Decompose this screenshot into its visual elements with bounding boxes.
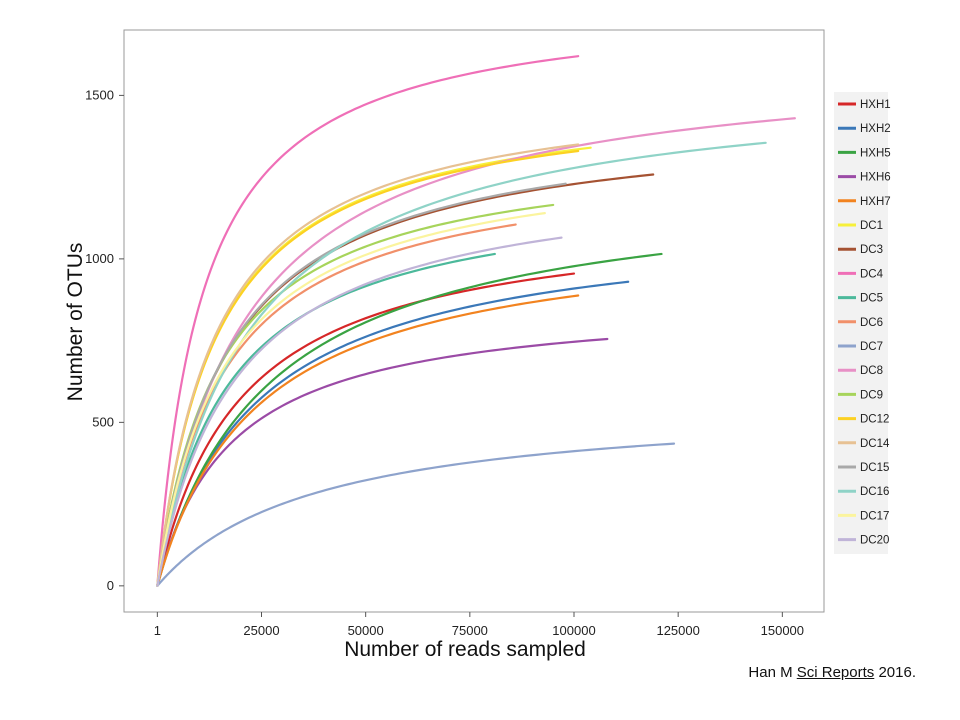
series-line-dc7 (156, 442, 676, 587)
y-tick-label: 500 (92, 414, 114, 429)
legend-label-dc4: DC4 (860, 268, 884, 280)
legend-label-dc8: DC8 (860, 365, 883, 377)
series-line-dc16 (156, 141, 767, 587)
x-axis: 1 25000 50000 75000 100000 125000 150000 (154, 612, 804, 638)
citation-year: 2016. (878, 664, 916, 681)
citation-journal: Sci Reports (796, 664, 875, 681)
x-tick-label: 150000 (761, 623, 804, 638)
y-tick-label: 0 (107, 578, 114, 593)
series-line-dc17 (156, 212, 546, 587)
series-lines (156, 55, 796, 587)
x-tick-label: 25000 (243, 623, 279, 638)
y-axis-label: Number of OTUs (64, 243, 87, 402)
legend-label-dc3: DC3 (860, 244, 883, 256)
citation-author: Han M (748, 664, 793, 681)
x-tick-label: 50000 (348, 623, 384, 638)
x-tick-label: 100000 (552, 623, 595, 638)
legend-label-dc20: DC20 (860, 535, 889, 547)
y-tick-label: 1000 (85, 251, 114, 266)
legend-label-dc6: DC6 (860, 317, 883, 329)
legend-label-dc7: DC7 (860, 341, 883, 353)
legend-label-hxh6: HXH6 (860, 172, 891, 184)
legend-label-dc12: DC12 (860, 414, 889, 426)
x-axis-label: Number of reads sampled (344, 638, 586, 661)
legend-label-dc1: DC1 (860, 220, 883, 232)
legend-label-hxh5: HXH5 (860, 147, 891, 159)
legend-label-hxh1: HXH1 (860, 99, 891, 111)
legend-label-dc16: DC16 (860, 486, 889, 498)
series-line-hxh7 (156, 294, 580, 587)
legend-label-dc5: DC5 (860, 293, 883, 305)
x-tick-label: 75000 (452, 623, 488, 638)
legend-label-hxh7: HXH7 (860, 196, 891, 208)
legend-label-dc14: DC14 (860, 438, 890, 450)
series-line-dc14 (156, 143, 580, 587)
legend: HXH1 HXH2 HXH5 HXH6 HXH7 DC1 DC3 DC4 DC5 DC6 DC7 DC… (834, 92, 891, 554)
citation: Han M Sci Reports 2016. (748, 664, 916, 681)
plot-frame (123, 29, 825, 613)
legend-label-dc17: DC17 (860, 510, 889, 522)
legend-label-hxh2: HXH2 (860, 123, 891, 135)
series-line-hxh1 (156, 272, 576, 587)
legend-label-dc15: DC15 (860, 462, 889, 474)
legend-label-dc9: DC9 (860, 389, 883, 401)
y-axis: 0 500 1000 1500 (85, 87, 124, 593)
series-line-dc4 (156, 55, 580, 587)
x-tick-label: 1 (154, 623, 161, 638)
series-line-dc20 (156, 236, 563, 587)
y-tick-label: 1500 (85, 87, 114, 102)
x-tick-label: 125000 (656, 623, 699, 638)
